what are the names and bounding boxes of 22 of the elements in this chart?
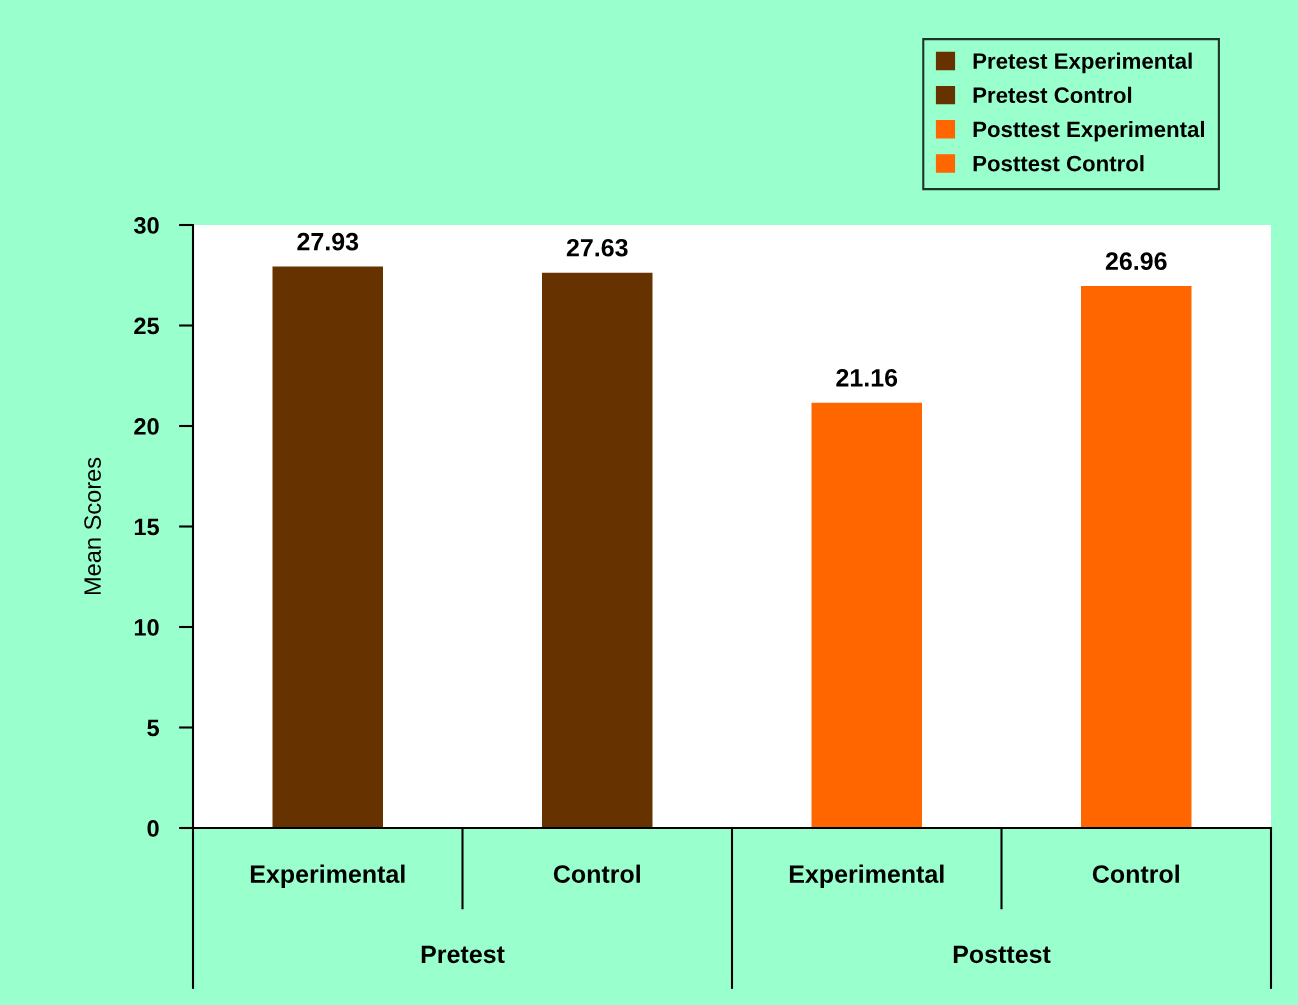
legend-label: Posttest Control (973, 155, 1144, 172)
y-tick-label: 0 (147, 820, 159, 837)
y-tick-label: 5 (147, 719, 160, 737)
data-label: 27.93 (297, 232, 359, 251)
y-tick-label: 15 (134, 518, 160, 536)
y-tick-label: 10 (134, 619, 159, 636)
data-label: 21.16 (836, 368, 898, 387)
y-tick-label: 30 (133, 217, 159, 234)
x-tick-label: Experimental (250, 864, 405, 888)
text: Pretest (421, 945, 505, 964)
legend-label: Pretest Experimental (973, 52, 1192, 74)
text: Posttest (953, 945, 1051, 964)
data-label: 26.96 (1105, 252, 1167, 271)
x-tick-label: Control (553, 864, 640, 883)
y-axis-title: Mean Scores (84, 457, 101, 595)
legend-label: Posttest Experimental (973, 120, 1204, 142)
legend-label: Pretest Control (973, 86, 1132, 104)
x-tick-label: Control (1092, 864, 1179, 883)
data-label: 27.63 (566, 238, 628, 257)
x-tick-label: Experimental (789, 864, 944, 888)
y-tick-label: 20 (134, 418, 159, 435)
y-tick-label: 25 (134, 317, 160, 335)
